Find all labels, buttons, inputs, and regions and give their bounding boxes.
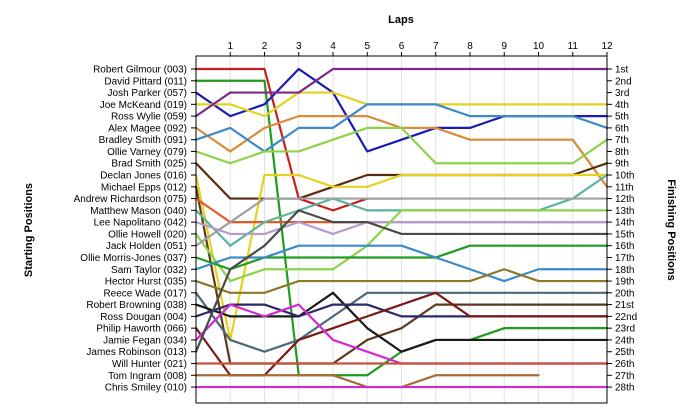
series-group [194, 67, 609, 389]
series-line-10 [194, 173, 609, 342]
x-tick-label: 3 [296, 41, 302, 52]
finish-label: 24th [615, 335, 634, 346]
start-label: Ross Wylie (059) [111, 112, 187, 123]
finish-label: 16th [615, 241, 634, 252]
start-label: James Robinson (013) [86, 347, 187, 358]
finish-label: 17th [615, 253, 634, 264]
finish-label: 2nd [615, 76, 632, 87]
finish-label: 10th [615, 171, 634, 182]
start-label: Ollie Howell (020) [108, 229, 187, 240]
start-label: Sam Taylor (032) [111, 265, 187, 276]
start-label: Josh Parker (057) [108, 88, 187, 99]
finish-label: 28th [615, 383, 634, 394]
finish-label: 12th [615, 194, 634, 205]
y-axis-label-left: Starting Positions [23, 183, 35, 277]
start-label: Michael Epps (012) [101, 182, 187, 193]
finishing-labels: 1st2nd3rd4th5th6th7th8th9th10th11th12th1… [607, 65, 637, 394]
x-tick-label: 12 [601, 41, 613, 52]
series-line-5 [194, 67, 609, 118]
x-tick-label: 6 [399, 41, 405, 52]
x-tick-label: 4 [330, 41, 336, 52]
series-line-18 [194, 244, 609, 283]
start-label: Robert Gilmour (003) [93, 65, 187, 76]
x-tick-label: 5 [364, 41, 370, 52]
start-label: Philip Haworth (066) [96, 324, 187, 335]
y-axis-label-right: Finishing Positions [665, 179, 677, 280]
finish-label: 6th [615, 123, 629, 134]
plot-frame [195, 55, 608, 404]
start-label: Ross Dougan (004) [100, 312, 187, 323]
start-label: Bradley Smith (091) [99, 135, 187, 146]
series-line-16 [194, 197, 609, 247]
x-tick-label: 1 [227, 41, 233, 52]
finish-label: 20th [615, 288, 634, 299]
start-label: Andrew Richardson (075) [74, 194, 187, 205]
x-ticks: 1 2 3 4 5 6 7 8 9 10 11 12 [227, 41, 613, 56]
chart-title: Laps [388, 14, 414, 26]
finish-label: 19th [615, 277, 634, 288]
start-label: Lee Napolitano (042) [94, 218, 187, 229]
start-label: Reece Wade (017) [103, 288, 187, 299]
start-label: Robert Browning (038) [86, 300, 187, 311]
start-label: Declan Jones (016) [100, 171, 187, 182]
x-tick-label: 9 [501, 41, 507, 52]
finish-label: 4th [615, 100, 629, 111]
finish-label: 15th [615, 229, 634, 240]
series-line-8 [194, 126, 609, 165]
finish-label: 14th [615, 218, 634, 229]
x-tick-label: 7 [433, 41, 439, 52]
start-label: David Pittard (011) [104, 76, 187, 87]
finish-label: 26th [615, 359, 634, 370]
starting-labels: Robert Gilmour (003)David Pittard (011)J… [74, 65, 196, 394]
x-tick-label: 8 [467, 41, 473, 52]
x-tick-label: 2 [262, 41, 268, 52]
x-tick-label: 10 [533, 41, 545, 52]
series-line-14 [194, 221, 609, 236]
start-label: Joe McKeand (019) [100, 100, 187, 111]
series-line-25 [194, 209, 609, 353]
finish-label: 21st [615, 300, 634, 311]
start-label: Tom Ingram (008) [108, 371, 187, 382]
finish-label: 7th [615, 135, 629, 146]
start-label: Brad Smith (025) [111, 159, 187, 170]
start-label: Jack Holden (051) [106, 241, 187, 252]
finish-label: 13th [615, 206, 634, 217]
start-label: Alex Magee (092) [108, 123, 187, 134]
start-label: Matthew Mason (040) [90, 206, 187, 217]
finish-label: 3rd [615, 88, 629, 99]
finish-label: 27th [615, 371, 634, 382]
finish-label: 23rd [615, 324, 635, 335]
start-label: Hector Hurst (035) [105, 277, 187, 288]
start-label: Ollie Varney (079) [107, 147, 187, 158]
series-line-20 [194, 291, 609, 353]
finish-label: 5th [615, 112, 629, 123]
finish-label: 18th [615, 265, 634, 276]
finish-label: 8th [615, 147, 629, 158]
start-label: Ollie Morris-Jones (037) [80, 253, 187, 264]
start-label: Will Hunter (021) [112, 359, 187, 370]
start-label: Chris Smiley (010) [105, 383, 187, 394]
finish-label: 25th [615, 347, 634, 358]
series-line-15 [194, 209, 609, 283]
series-line-19 [194, 268, 609, 294]
finish-label: 9th [615, 159, 629, 170]
finish-label: 1st [615, 65, 629, 76]
finish-label: 22nd [615, 312, 637, 323]
x-tick-label: 11 [568, 41, 579, 52]
start-label: Jamie Fegan (034) [103, 335, 187, 346]
finish-label: 11th [615, 182, 634, 193]
